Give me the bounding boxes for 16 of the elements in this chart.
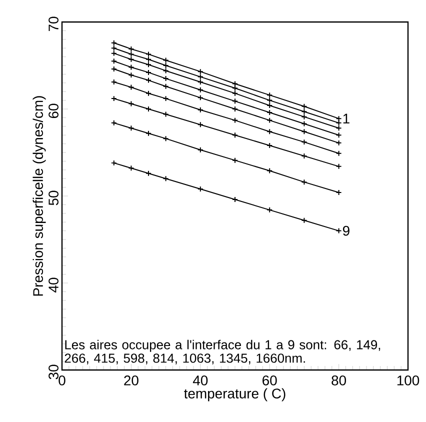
annotation: Les aires occupee a l'interface du 1 a 9 sont: 66, 149, 266, 415, 598, 814, 1063, 1345, 1660nm.	[64, 340, 380, 364]
y-tick-label: 30	[48, 364, 58, 380]
y-tick-label: 50	[48, 190, 58, 206]
y-tick-label: 40	[48, 278, 58, 292]
x-tick-label: 0	[58, 376, 66, 386]
y-tick-label: 70	[48, 16, 58, 32]
series-label: 9	[342, 226, 350, 236]
x-axis-title: temperature ( C)	[184, 388, 286, 402]
x-tick-label: 60	[262, 376, 277, 386]
x-tick-label: 40	[192, 376, 208, 386]
y-axis-title: Pression superficelle (dynes/cm)	[32, 96, 46, 296]
x-tick-label: 100	[397, 376, 420, 386]
x-tick-label: 20	[124, 376, 138, 386]
series-label: 1	[343, 114, 350, 124]
y-tick-label: 60	[48, 104, 58, 118]
x-tick-label: 80	[332, 376, 346, 386]
